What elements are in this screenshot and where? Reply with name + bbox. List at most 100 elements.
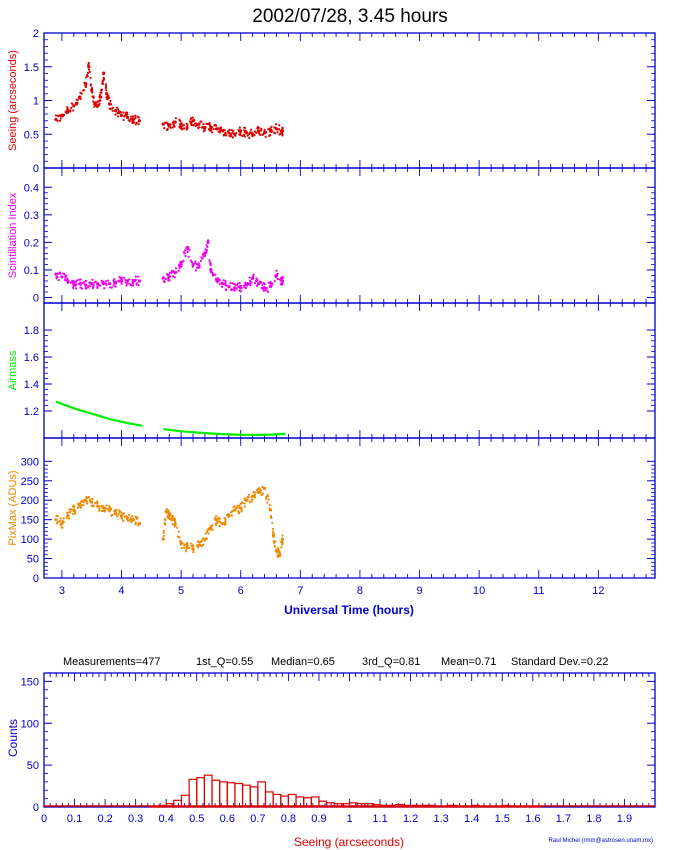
data-point-jitter-seeing [166,128,169,131]
data-point-jitter-seeing [92,96,95,99]
data-point-scint [245,283,249,287]
data-point-jitter-scint [275,273,278,276]
data-point-jitter-scint [129,284,133,287]
hist-bar [509,805,519,808]
data-point-jitter-seeing [214,124,218,127]
time-tick-label: 9 [416,585,422,597]
data-point-seeing [173,120,177,124]
data-point-jitter-seeing [98,99,101,103]
data-point-jitter-pixmax [100,509,104,513]
data-point-jitter-seeing [228,134,231,137]
data-point-jitter-seeing [245,131,249,134]
data-point-jitter-seeing [114,113,117,116]
data-point-jitter-pixmax [188,546,191,550]
data-point-jitter-scint [281,276,284,279]
data-point-jitter-seeing [189,122,193,125]
stat-measurements: Measurements=477 [63,656,161,668]
data-point-jitter-scint [114,285,117,288]
data-point-jitter-pixmax [74,509,77,513]
data-point-jitter-scint [99,284,102,287]
data-point-jitter-seeing [169,126,172,129]
stat-q3: 3rd_Q=0.81 [362,656,420,668]
data-point-jitter-seeing [231,131,234,135]
y-tick-label-pixmax: 300 [21,456,39,468]
hist-bar [432,805,442,808]
data-point-jitter-scint [110,286,113,289]
data-point-jitter-pixmax [240,501,244,504]
data-point-jitter-seeing [186,123,189,127]
panel-scint: 0 0.1 0.2 0.3 0.4 Scintillation Index [7,167,656,304]
data-point-jitter-pixmax [175,526,178,529]
data-point-jitter-seeing [67,111,70,114]
data-point-scint [256,282,261,286]
data-point-pixmax [256,490,261,495]
data-point-jitter-seeing [115,106,119,109]
data-point-jitter-pixmax [184,543,187,546]
data-point-jitter-scint [178,267,181,270]
data-point-jitter-seeing [104,83,107,86]
data-point-jitter-scint [64,276,67,279]
data-point-jitter-scint [65,274,68,277]
data-point-jitter-seeing [278,124,281,127]
data-point-jitter-seeing [192,124,195,127]
data-point-jitter-seeing [208,121,211,125]
data-point-jitter-seeing [137,123,140,126]
data-point-jitter-pixmax [204,532,207,535]
data-point-jitter-scint [199,259,203,263]
data-point-jitter-seeing [206,122,210,126]
y-tick-label-pixmax: 50 [27,554,39,566]
data-point-jitter-scint [126,282,129,285]
data-point-jitter-seeing [263,128,266,131]
hist-x-tick-label: 1.4 [464,813,479,825]
hist-bar [524,805,534,808]
hist-x-tick-label: 1.7 [556,813,571,825]
hist-x-tick-label: 1.8 [586,813,601,825]
hist-x-tick-label: 1.5 [495,813,510,825]
data-point-jitter-pixmax [248,500,251,503]
data-point-jitter-scint [168,271,172,274]
data-point-jitter-seeing [182,127,186,130]
data-point-jitter-seeing [68,109,72,112]
data-point-jitter-scint [258,280,261,283]
data-point-seeing [113,109,118,113]
data-point-jitter-pixmax [82,501,85,504]
y-tick-label-seeing: 1.5 [24,62,39,74]
credit-text: Raul Michel (rmm@astrosen.unam.mx) [549,838,653,844]
data-point-scint [84,283,88,287]
y-tick-label-pixmax: 250 [21,476,39,488]
data-point-jitter-pixmax [247,493,251,496]
data-point-jitter-pixmax [85,502,89,505]
data-point-jitter-scint [238,282,241,285]
data-point-seeing [72,104,76,108]
data-point-jitter-scint [273,280,276,283]
data-point-jitter-scint [75,283,78,286]
data-point-jitter-scint [240,284,243,287]
data-point-jitter-scint [205,244,208,247]
data-point-jitter-scint [168,275,171,278]
hist-y-tick-label: 50 [27,760,39,772]
panel-seeing: 0 0.5 1 1.5 2 Seeing (arcseconds) [7,28,656,175]
data-point-jitter-pixmax [267,498,270,501]
data-point-jitter-pixmax [162,534,165,538]
data-point-jitter-pixmax [98,505,101,508]
data-point-jitter-seeing [268,134,271,138]
y-axis-label-scint: Scintillation Index [7,192,19,278]
data-point-jitter-seeing [131,115,135,118]
data-point-jitter-pixmax [80,504,83,507]
panel-airmass: 1.2 1.4 1.6 1.8 Airmass [7,302,656,439]
data-point-jitter-seeing [94,102,97,105]
data-point-jitter-scint [106,279,110,282]
data-point-jitter-seeing [79,95,82,99]
data-point-jitter-scint [279,283,282,286]
data-point-jitter-scint [84,279,88,282]
data-point-jitter-scint [114,282,118,285]
data-point-jitter-seeing [242,133,246,136]
data-point-jitter-seeing [270,130,273,134]
data-point-jitter-seeing [217,130,220,133]
data-point-seeing [137,119,141,123]
data-point-jitter-seeing [228,128,231,131]
data-point-jitter-seeing [238,133,241,136]
data-point-pixmax [233,508,237,512]
data-point-jitter-seeing [212,128,215,131]
panel-frame-scint [43,167,656,304]
